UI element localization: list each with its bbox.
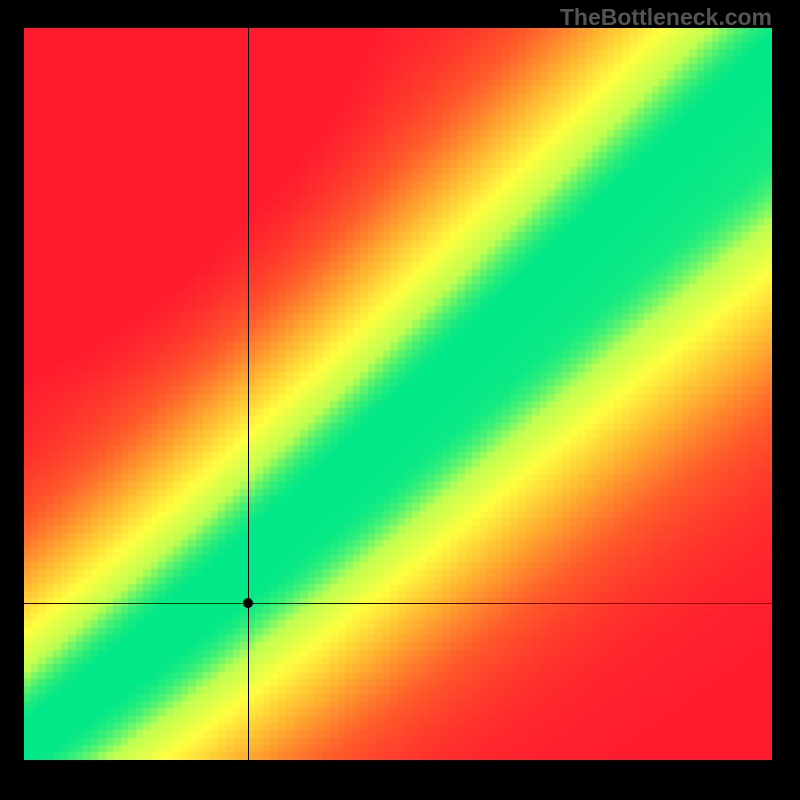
crosshair-vertical [248,28,249,760]
crosshair-marker [243,598,253,608]
crosshair-horizontal [24,603,772,604]
bottleneck-heatmap [24,28,772,760]
watermark-text: TheBottleneck.com [560,4,772,31]
heatmap-canvas [24,28,772,760]
